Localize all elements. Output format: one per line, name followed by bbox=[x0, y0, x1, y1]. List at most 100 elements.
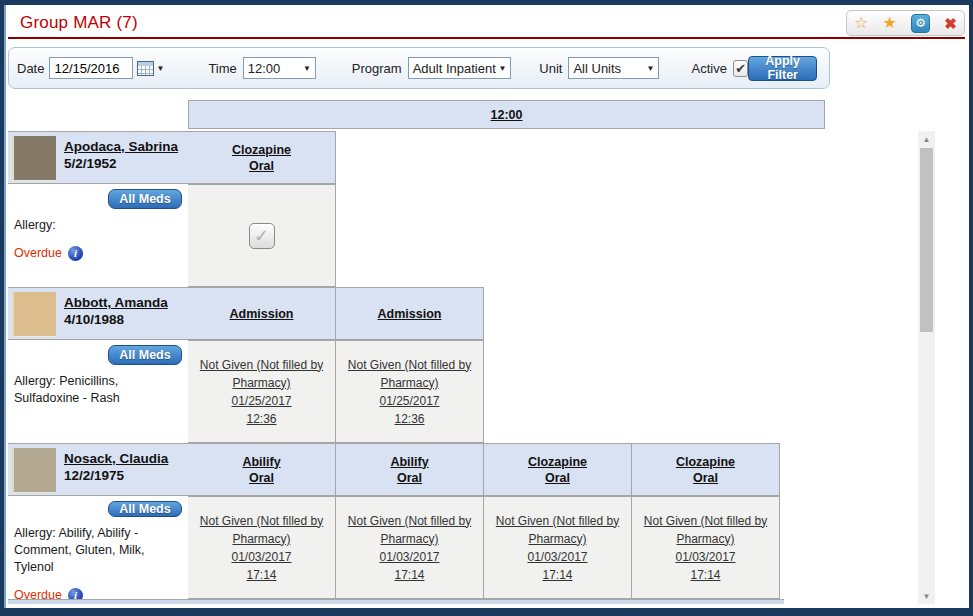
patient-header-strip: Nosack, Claudia12/2/1975AbilifyOralAbili… bbox=[8, 443, 918, 496]
patient-header-strip: Apodaca, Sabrina 5/2/1952 Clozapine Oral bbox=[8, 131, 918, 184]
date-label: Date bbox=[17, 61, 44, 76]
info-icon[interactable]: i bbox=[68, 246, 83, 261]
med-name-link[interactable]: Abilify bbox=[242, 455, 280, 469]
time-caret-icon: ▼ bbox=[303, 64, 311, 73]
close-icon[interactable]: ✖ bbox=[944, 16, 957, 31]
program-select[interactable]: Adult Inpatient ▼ bbox=[408, 57, 512, 79]
calendar-button[interactable]: ▼ bbox=[137, 61, 164, 76]
scroll-up-icon[interactable]: ▲ bbox=[918, 131, 935, 147]
patient-name-block: Apodaca, Sabrina 5/2/1952 bbox=[64, 132, 178, 171]
med-route-link[interactable]: Oral bbox=[249, 471, 274, 485]
med-status-cell: Not Given (Not filled by Pharmacy)01/03/… bbox=[187, 496, 336, 599]
patient-info-header: Apodaca, Sabrina 5/2/1952 bbox=[8, 131, 188, 184]
med-status-link[interactable]: Not Given (Not filled by Pharmacy)01/03/… bbox=[639, 512, 773, 584]
calendar-caret-icon: ▼ bbox=[156, 64, 164, 73]
all-meds-button[interactable]: All Meds bbox=[108, 189, 182, 209]
patient-detail-strip: All Meds Allergy: Penicillins, Sulfadoxin… bbox=[8, 340, 918, 443]
med-status-cell: Not Given (Not filled by Pharmacy)01/03/… bbox=[631, 496, 780, 599]
time-select-value: 12:00 bbox=[248, 61, 281, 76]
program-select-value: Adult Inpatient bbox=[413, 61, 496, 76]
med-status-link[interactable]: Not Given (Not filled by Pharmacy)01/03/… bbox=[343, 512, 477, 584]
med-status-cell: ✓ bbox=[187, 184, 336, 287]
med-header-cell: Clozapine Oral bbox=[187, 131, 336, 184]
time-column-header: 12:00 bbox=[188, 100, 825, 129]
title-divider bbox=[8, 37, 965, 39]
allergy-text: Allergy: Abilify, Abilify - Comment, Glu… bbox=[14, 525, 182, 576]
mar-rows: Apodaca, Sabrina 5/2/1952 Clozapine Oral All… bbox=[8, 131, 918, 599]
med-route-link[interactable]: Oral bbox=[249, 159, 274, 173]
time-select[interactable]: 12:00 ▼ bbox=[243, 57, 316, 79]
med-header-cell: Abilify Oral bbox=[335, 443, 484, 496]
program-label: Program bbox=[352, 61, 402, 76]
patient-row: Apodaca, Sabrina 5/2/1952 Clozapine Oral All… bbox=[8, 131, 918, 287]
star-outline-icon[interactable]: ☆ bbox=[854, 15, 868, 31]
settings-icon[interactable]: ⚙ bbox=[911, 14, 930, 33]
med-header-cell: Admission bbox=[187, 287, 336, 340]
med-status-cell: Not Given (Not filled by Pharmacy)01/25/… bbox=[187, 340, 336, 443]
med-route-link[interactable]: Oral bbox=[545, 471, 570, 485]
med-status-cell: Not Given (Not filled by Pharmacy)01/03/… bbox=[335, 496, 484, 599]
unit-select[interactable]: All Units ▼ bbox=[568, 57, 659, 79]
titlebar-icon-panel: ☆ ★ ⚙ ✖ bbox=[846, 10, 965, 36]
active-label: Active bbox=[691, 61, 726, 76]
patient-info-detail: All Meds Allergy: Abilify, Abilify - Comm… bbox=[8, 496, 188, 599]
med-route-link[interactable]: Oral bbox=[693, 471, 718, 485]
all-meds-button[interactable]: All Meds bbox=[108, 501, 182, 517]
unit-label: Unit bbox=[539, 61, 562, 76]
med-name-link[interactable]: Clozapine bbox=[232, 143, 291, 157]
med-header-cell: Abilify Oral bbox=[187, 443, 336, 496]
med-status-cell: Not Given (Not filled by Pharmacy)01/25/… bbox=[335, 340, 484, 443]
overdue-label: Overdue bbox=[14, 246, 62, 260]
med-name-link[interactable]: Admission bbox=[378, 307, 442, 321]
med-header-cell: Clozapine Oral bbox=[631, 443, 780, 496]
unit-select-value: All Units bbox=[573, 61, 621, 76]
med-name-link[interactable]: Admission bbox=[230, 307, 294, 321]
patient-info-detail: All Meds Allergy: Overdue i bbox=[8, 184, 188, 287]
date-input[interactable] bbox=[49, 57, 133, 79]
patient-dob: 4/10/1988 bbox=[64, 312, 168, 327]
patient-detail-strip: All Meds Allergy: Abilify, Abilify - Comm… bbox=[8, 496, 918, 599]
med-status-link[interactable]: Not Given (Not filled by Pharmacy)01/03/… bbox=[195, 512, 329, 584]
active-checkbox[interactable]: ✔ bbox=[733, 60, 749, 77]
unit-caret-icon: ▼ bbox=[647, 64, 655, 73]
patient-row: Abbott, Amanda 4/10/1988 Admission Admissio… bbox=[8, 287, 918, 443]
med-name-link[interactable]: Abilify bbox=[390, 455, 428, 469]
med-route-link[interactable]: Oral bbox=[397, 471, 422, 485]
patient-info-detail: All Meds Allergy: Penicillins, Sulfadoxin… bbox=[8, 340, 188, 443]
page-title: Group MAR (7) bbox=[20, 13, 138, 33]
patient-info-header: Nosack, Claudia12/2/1975 bbox=[8, 443, 188, 496]
allergy-text: Allergy: Penicillins, Sulfadoxine - Rash bbox=[14, 373, 182, 407]
med-status-link[interactable]: Not Given (Not filled by Pharmacy)01/03/… bbox=[491, 512, 625, 584]
med-header-cell: Admission bbox=[335, 287, 484, 340]
overdue-line: Overdue i bbox=[14, 246, 182, 261]
apply-filter-button[interactable]: Apply Filter bbox=[748, 56, 817, 81]
vertical-scrollbar[interactable]: ▲ ▼ bbox=[918, 131, 935, 604]
med-header-cell: Clozapine Oral bbox=[483, 443, 632, 496]
patient-detail-strip: All Meds Allergy: Overdue i ✓ bbox=[8, 184, 918, 287]
patient-name-block: Abbott, Amanda 4/10/1988 bbox=[64, 288, 168, 327]
scroll-down-icon[interactable]: ▼ bbox=[918, 588, 935, 604]
time-header-link[interactable]: 12:00 bbox=[491, 108, 523, 122]
med-name-link[interactable]: Clozapine bbox=[676, 455, 735, 469]
patient-name-link[interactable]: Nosack, Claudia bbox=[64, 451, 168, 466]
med-status-link[interactable]: Not Given (Not filled by Pharmacy)01/25/… bbox=[195, 356, 329, 428]
med-name-link[interactable]: Clozapine bbox=[528, 455, 587, 469]
scrollbar-thumb[interactable] bbox=[920, 148, 933, 332]
partial-next-row bbox=[8, 599, 784, 604]
patient-photo bbox=[12, 292, 56, 337]
patient-name-link[interactable]: Apodaca, Sabrina bbox=[64, 139, 178, 154]
patient-name-link[interactable]: Abbott, Amanda bbox=[64, 295, 168, 310]
all-meds-button[interactable]: All Meds bbox=[108, 345, 182, 365]
administered-checkbox[interactable]: ✓ bbox=[249, 223, 275, 249]
med-status-link[interactable]: Not Given (Not filled by Pharmacy)01/25/… bbox=[343, 356, 477, 428]
program-caret-icon: ▼ bbox=[498, 64, 506, 73]
med-status-cell: Not Given (Not filled by Pharmacy)01/03/… bbox=[483, 496, 632, 599]
time-label: Time bbox=[208, 61, 236, 76]
patient-photo bbox=[12, 136, 56, 181]
patient-dob: 5/2/1952 bbox=[64, 156, 178, 171]
patient-info-header: Abbott, Amanda 4/10/1988 bbox=[8, 287, 188, 340]
patient-photo bbox=[12, 448, 56, 493]
allergy-text: Allergy: bbox=[14, 217, 182, 234]
patient-row: Nosack, Claudia12/2/1975AbilifyOralAbili… bbox=[8, 443, 918, 599]
star-filled-icon[interactable]: ★ bbox=[883, 15, 897, 31]
